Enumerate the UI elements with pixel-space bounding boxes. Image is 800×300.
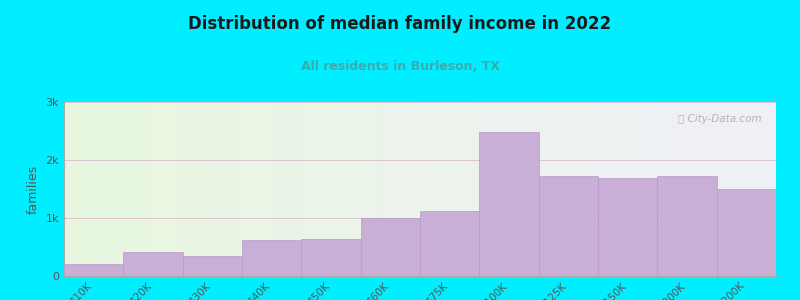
Bar [538, 176, 598, 276]
Bar [123, 252, 182, 276]
Bar [182, 256, 242, 276]
Bar [658, 176, 717, 276]
Bar [420, 211, 479, 276]
Bar [361, 218, 420, 276]
Text: ⓘ City-Data.com: ⓘ City-Data.com [678, 114, 762, 124]
Bar [64, 264, 123, 276]
Bar [302, 239, 361, 276]
Text: Distribution of median family income in 2022: Distribution of median family income in … [189, 15, 611, 33]
Bar [479, 132, 538, 276]
Y-axis label: families: families [27, 164, 40, 214]
Text: All residents in Burleson, TX: All residents in Burleson, TX [301, 60, 499, 73]
Bar [717, 189, 776, 276]
Bar [242, 240, 302, 276]
Bar [598, 178, 658, 276]
